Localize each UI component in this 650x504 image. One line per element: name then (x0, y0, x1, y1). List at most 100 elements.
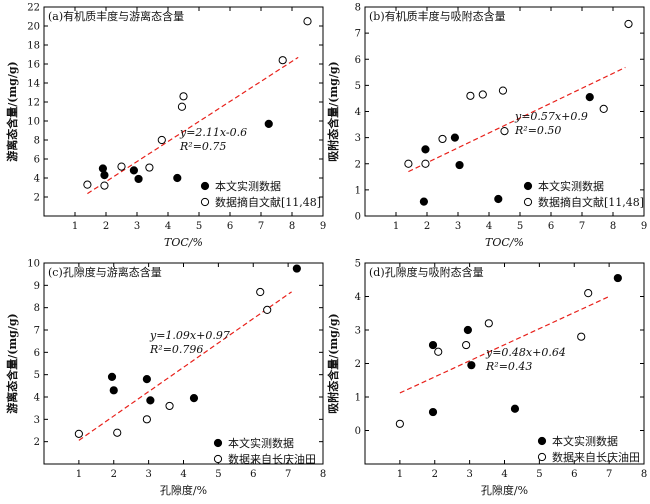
r-squared-label: R²=0.796 (149, 343, 203, 356)
x-tick-label: 7 (579, 221, 585, 232)
data-point-measured (585, 93, 594, 102)
y-tick-label: 1 (355, 185, 361, 196)
y-tick-label: 20 (27, 22, 40, 33)
legend-label: 数据摘自文献[11,48] (538, 195, 644, 209)
y-tick-label: 6 (34, 155, 40, 166)
x-tick-label: 3 (466, 469, 472, 480)
x-tick-label: 8 (610, 221, 616, 232)
y-tick-label: 8 (355, 3, 361, 14)
x-tick-label: 3 (455, 221, 461, 232)
x-tick-label: 9 (641, 221, 647, 232)
x-tick-label: 6 (227, 221, 233, 232)
y-tick-label: 3 (355, 133, 361, 144)
x-tick-label: 8 (641, 469, 647, 480)
y-tick-label: 6 (355, 55, 361, 66)
data-point-reference (142, 415, 151, 424)
y-axis-label: 游离态含量/(mg/g) (5, 313, 19, 413)
data-point-reference (462, 340, 471, 350)
x-tick-label: 1 (393, 221, 399, 232)
y-tick-label: 10 (27, 259, 40, 270)
y-tick-label: 4 (355, 292, 361, 303)
legend-marker-reference (523, 197, 533, 207)
data-point-reference (263, 305, 272, 314)
data-point-measured (455, 160, 464, 170)
data-point-measured (450, 133, 459, 142)
chart-title: (a)有机质丰度与游离态含量 (48, 9, 184, 23)
data-point-reference (165, 401, 174, 411)
data-point-measured (292, 264, 301, 273)
data-point-reference (278, 56, 287, 65)
data-point-reference (434, 347, 443, 356)
regression-line (78, 291, 292, 441)
legend-marker-measured (200, 181, 210, 191)
data-point-reference (438, 134, 447, 144)
data-point-reference (100, 181, 109, 190)
plot-frame (43, 262, 324, 465)
regression-line (399, 295, 610, 394)
regression-line (87, 56, 299, 195)
data-point-reference (157, 135, 166, 145)
data-point-measured (129, 166, 138, 175)
y-tick-label: 16 (27, 60, 40, 71)
regression-equation: y=0.48x+0.64 (485, 346, 566, 359)
data-point-reference (421, 159, 430, 168)
x-tick-label: 2 (111, 469, 117, 480)
regression-equation: y=0.57x+0.9 (514, 110, 588, 123)
data-point-measured (428, 407, 438, 417)
x-tick-label: 2 (432, 469, 438, 480)
data-point-measured (134, 174, 143, 184)
y-tick-label: 2 (34, 193, 40, 204)
legend-marker-measured (523, 181, 533, 191)
r-squared-label: R²=0.75 (179, 140, 226, 153)
legend-label: 本文实测数据 (228, 436, 294, 450)
y-tick-label: 10 (27, 117, 40, 128)
y-tick-label: 4 (34, 174, 40, 185)
legend-label: 本文实测数据 (215, 179, 281, 193)
x-tick-label: 5 (215, 469, 221, 480)
y-tick-label: 5 (355, 259, 361, 270)
y-tick-label: 0 (355, 426, 361, 437)
x-axis-label: 孔隙度/% (481, 483, 528, 497)
y-tick-label: 7 (34, 326, 40, 337)
data-point-reference (113, 428, 122, 437)
x-tick-label: 1 (76, 469, 82, 480)
data-point-measured (173, 173, 182, 183)
regression-equation: y=2.11x-0.6 (179, 126, 247, 139)
chart-title: (d)孔隙度与吸附态含量 (369, 265, 484, 279)
data-point-measured (510, 404, 520, 413)
data-point-measured (428, 340, 438, 350)
chart-title: (c)孔隙度与游离态含量 (48, 265, 162, 279)
x-tick-label: 7 (285, 469, 291, 480)
y-tick-label: 3 (34, 415, 40, 426)
y-tick-label: 0 (355, 212, 361, 223)
y-tick-label: 3 (355, 326, 361, 337)
x-tick-label: 5 (196, 221, 202, 232)
x-tick-label: 4 (501, 469, 507, 480)
data-point-measured (107, 372, 117, 381)
x-axis-label: TOC/% (485, 236, 524, 249)
legend-label: 数据摘自文献[11,48] (215, 195, 321, 209)
y-tick-label: 2 (34, 437, 40, 448)
data-point-measured (463, 325, 472, 335)
y-tick-label: 5 (34, 370, 40, 381)
chart-panel-a: 1 2 3 4 5 6 7 8 9246810121416182022(a)有机质丰度与游离态含… (5, 3, 326, 250)
x-axis-label: TOC/% (164, 236, 203, 249)
r-squared-label: R²=0.50 (514, 124, 561, 137)
legend-marker-reference (213, 454, 223, 464)
data-point-reference (83, 180, 92, 189)
data-point-reference (584, 289, 593, 298)
chart-panel-b: 1 2 3 4 5 6 7 8 9 0 1 2 3 4 5 6 7 8 (b)有机质丰度与吸附态含量 TOC/% 吸附态… (326, 3, 647, 250)
data-point-reference (599, 104, 608, 113)
data-point-reference (303, 17, 312, 26)
regression-equation: y=1.09x+0.97 (149, 329, 230, 342)
data-point-measured (189, 394, 199, 403)
legend-marker-measured (213, 438, 223, 448)
y-tick-label: 14 (27, 79, 40, 90)
data-point-reference (484, 319, 493, 328)
data-point-reference (478, 90, 487, 99)
chart-title: (b)有机质丰度与吸附态含量 (369, 9, 506, 23)
data-point-measured (146, 396, 155, 405)
plot-frame (43, 6, 324, 217)
